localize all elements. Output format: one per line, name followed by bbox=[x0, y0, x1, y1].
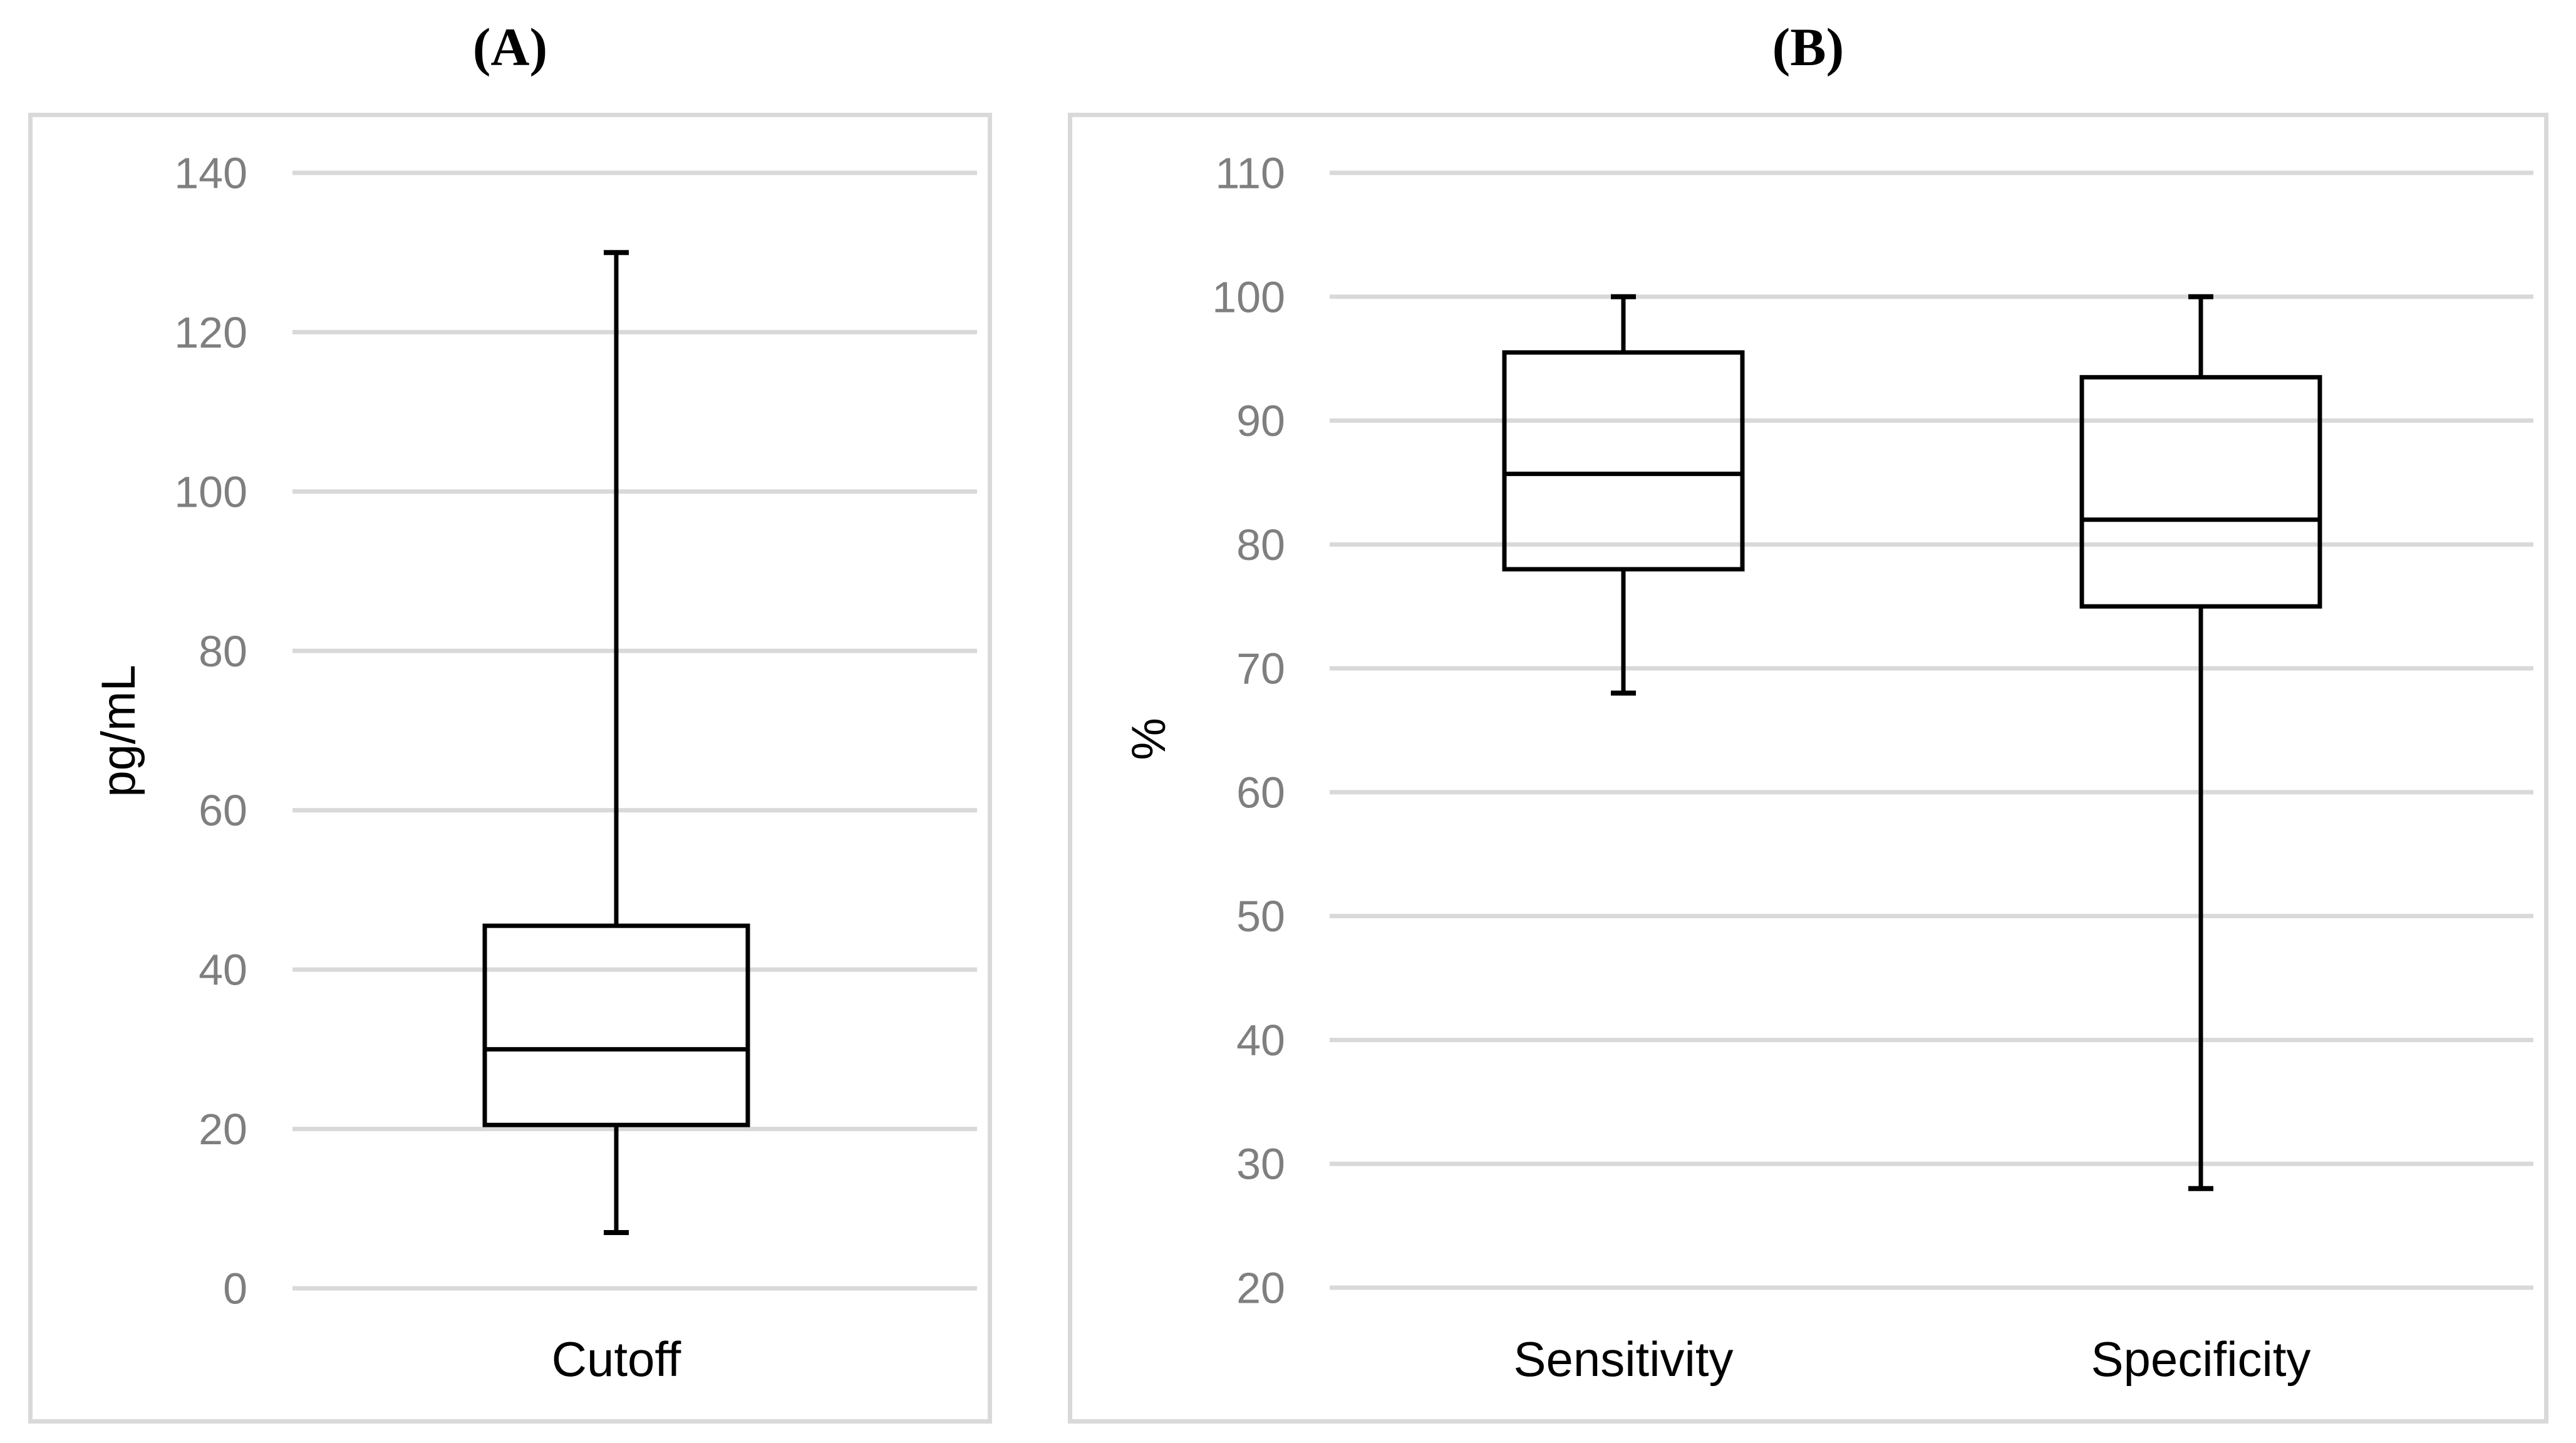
y-tick-label: 110 bbox=[1215, 149, 1285, 198]
y-tick-label: 100 bbox=[174, 467, 247, 516]
y-tick-label: 80 bbox=[199, 627, 247, 676]
box-rect bbox=[2079, 375, 2322, 609]
panel-a: 0 20 40 60 80 100 120 140 Cutoff pg/mL bbox=[28, 113, 992, 1424]
y-tick-label: 100 bbox=[1212, 272, 1285, 321]
y-axis-label: % bbox=[1122, 718, 1176, 760]
y-tick-label: 30 bbox=[1236, 1140, 1285, 1189]
panel-a-plot: 0 20 40 60 80 100 120 140 Cutoff pg/mL bbox=[28, 113, 992, 1424]
box-rect bbox=[482, 923, 750, 1127]
category-label: Cutoff bbox=[552, 1332, 681, 1387]
y-tick-label: 140 bbox=[174, 149, 247, 198]
panel-b-title: (B) bbox=[1772, 17, 1844, 77]
category-label: Sensitivity bbox=[1513, 1332, 1733, 1387]
y-tick-label: 70 bbox=[1236, 644, 1285, 693]
y-tick-label: 120 bbox=[174, 308, 247, 357]
panel-b-plot: 20 30 40 50 60 70 80 90 100 110 Sensitivity Specifi… bbox=[1068, 113, 2548, 1424]
y-tick-label: 50 bbox=[1236, 892, 1285, 941]
y-tick-label: 20 bbox=[199, 1105, 247, 1154]
panel-border bbox=[1068, 113, 2548, 1424]
y-tick-label: 40 bbox=[199, 946, 247, 995]
category-label: Specificity bbox=[2091, 1332, 2310, 1387]
y-tick-label: 40 bbox=[1236, 1016, 1285, 1065]
y-tick-label: 90 bbox=[1236, 396, 1285, 445]
y-axis-label: pg/mL bbox=[92, 665, 145, 797]
panel-b: 20 30 40 50 60 70 80 90 100 110 Sensitivity Specifi… bbox=[1068, 113, 2548, 1424]
panel-a-title: (A) bbox=[472, 17, 548, 77]
panel-border bbox=[28, 113, 992, 1424]
y-tick-label: 0 bbox=[223, 1265, 247, 1313]
y-tick-label: 60 bbox=[1236, 768, 1285, 817]
box-rect bbox=[1502, 350, 1745, 572]
y-tick-label: 60 bbox=[199, 786, 247, 835]
y-tick-label: 20 bbox=[1236, 1264, 1285, 1313]
y-tick-label: 80 bbox=[1236, 520, 1285, 569]
